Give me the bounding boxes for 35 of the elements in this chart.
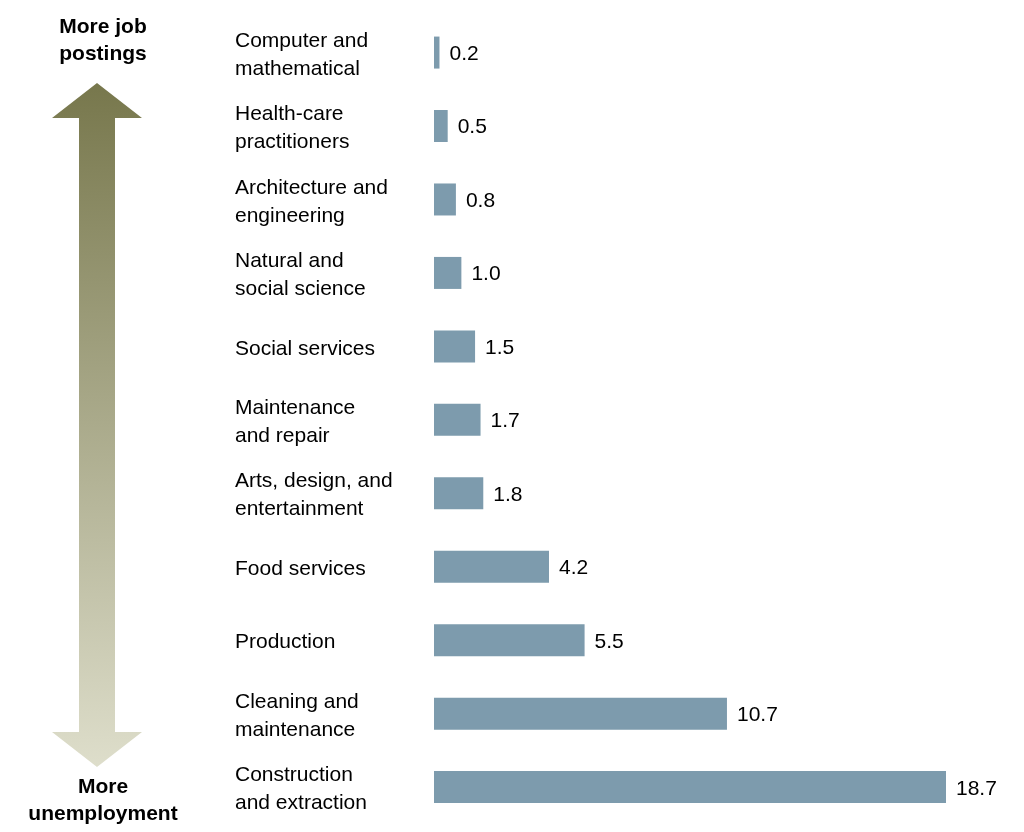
y-tick-label: Natural and social science: [235, 247, 366, 299]
bar: [434, 771, 946, 804]
y-tick-label: Computer and mathematical: [235, 27, 369, 79]
data-label: 18.7: [956, 775, 997, 799]
data-label: 10.7: [736, 702, 778, 726]
data-label: 1.0: [471, 261, 501, 285]
bar: [434, 624, 585, 657]
data-label: 1.7: [490, 408, 520, 432]
y-tick-label: Architecture and engineering: [235, 174, 388, 226]
bar: [434, 403, 481, 436]
bar: [434, 477, 484, 510]
bar: [434, 256, 462, 289]
data-label: 0.8: [465, 187, 496, 211]
data-label: 1.8: [493, 481, 523, 505]
bar: [434, 697, 727, 730]
y-tick-label: Construction and extraction: [235, 761, 367, 813]
text: More job postings: [58, 13, 148, 66]
y-tick-label: Cleaning and maintenance: [235, 688, 359, 740]
text: More unemployment: [27, 773, 179, 826]
y-tick-label: Arts, design, and entertainment: [235, 467, 393, 519]
bar: [434, 183, 456, 216]
bar: [434, 110, 448, 143]
data-label: 0.5: [457, 114, 487, 138]
data-label: 0.2: [449, 41, 479, 65]
y-tick-label: Health-care practitioners: [235, 100, 350, 152]
bar: [434, 330, 476, 363]
y-tick-label: Food services: [235, 555, 366, 579]
y-tick-label: Social services: [235, 335, 376, 359]
y-tick-label: Maintenance and repair: [235, 394, 356, 446]
bar: [434, 36, 440, 69]
data-label: 5.5: [594, 628, 624, 652]
data-label: 4.2: [558, 555, 589, 579]
y-tick-label: Production: [235, 628, 336, 652]
bar: [434, 550, 549, 583]
data-label: 1.5: [485, 334, 515, 358]
